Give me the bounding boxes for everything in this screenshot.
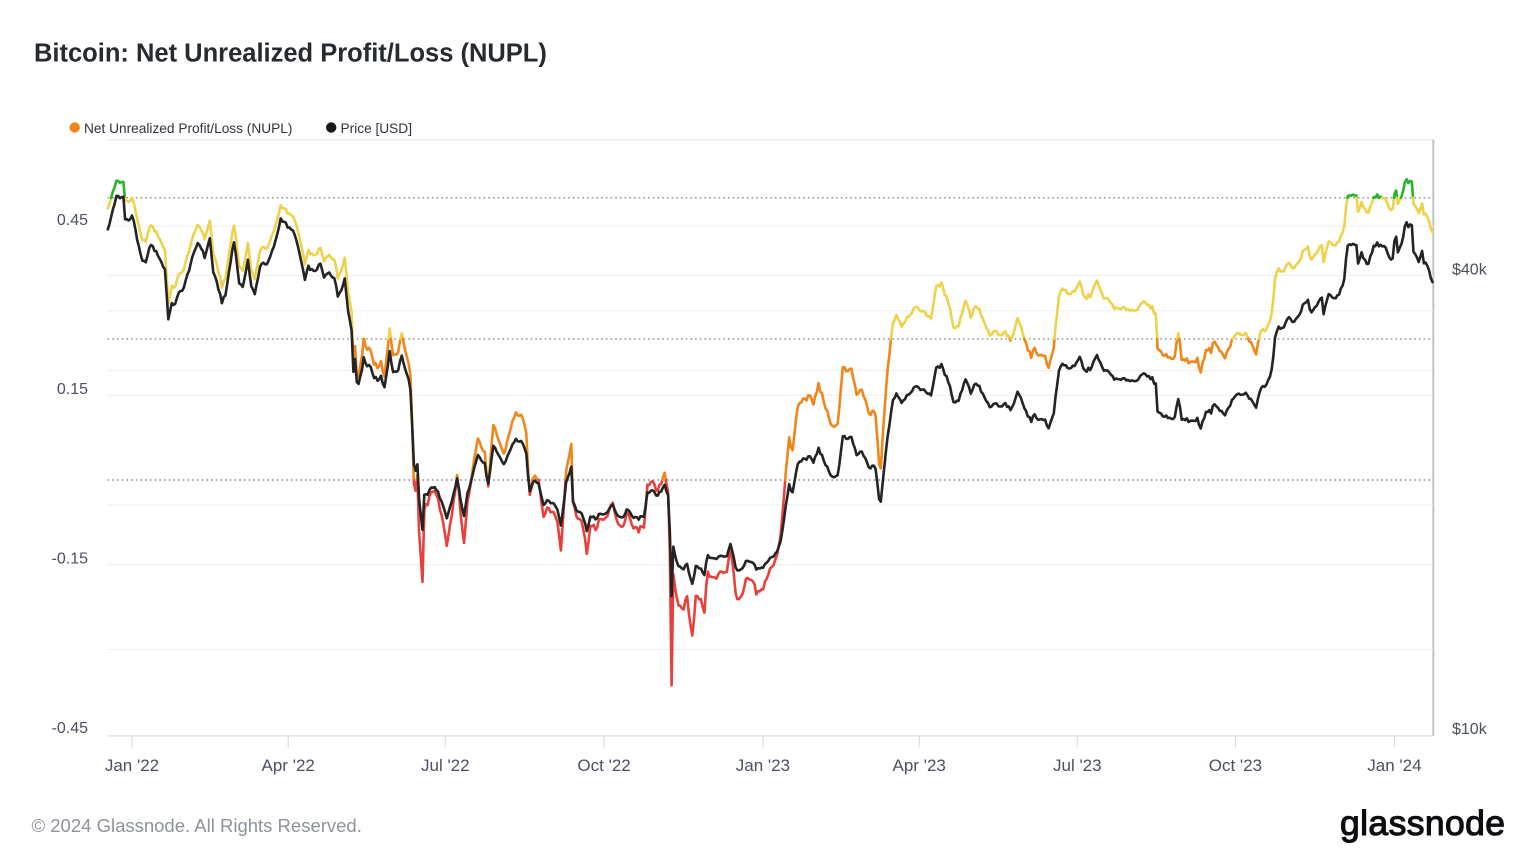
svg-text:Bitcoin: Net Unrealized Profit: Bitcoin: Net Unrealized Profit/Loss (NUP…: [34, 40, 547, 68]
svg-text:$40k: $40k: [1452, 261, 1488, 278]
svg-text:glassnode: glassnode: [1340, 803, 1505, 843]
svg-text:Oct '23: Oct '23: [1209, 756, 1262, 775]
svg-text:0.15: 0.15: [57, 381, 88, 398]
svg-text:Net Unrealized Profit/Loss (NU: Net Unrealized Profit/Loss (NUPL): [84, 121, 292, 136]
svg-text:0.45: 0.45: [57, 212, 88, 229]
svg-text:-0.45: -0.45: [52, 720, 89, 737]
svg-text:-0.15: -0.15: [52, 550, 89, 567]
svg-text:$10k: $10k: [1452, 721, 1488, 738]
svg-text:© 2024 Glassnode. All Rights R: © 2024 Glassnode. All Rights Reserved.: [32, 815, 362, 836]
svg-text:Jul '23: Jul '23: [1053, 756, 1102, 775]
svg-text:Jul '22: Jul '22: [421, 756, 470, 775]
svg-text:Oct '22: Oct '22: [577, 756, 630, 775]
svg-text:Jan '22: Jan '22: [105, 756, 159, 775]
svg-text:Jan '23: Jan '23: [736, 756, 790, 775]
svg-text:Apr '23: Apr '23: [893, 756, 946, 775]
svg-text:Apr '22: Apr '22: [262, 756, 315, 775]
svg-text:Jan '24: Jan '24: [1367, 756, 1421, 775]
svg-text:Price [USD]: Price [USD]: [341, 121, 413, 136]
